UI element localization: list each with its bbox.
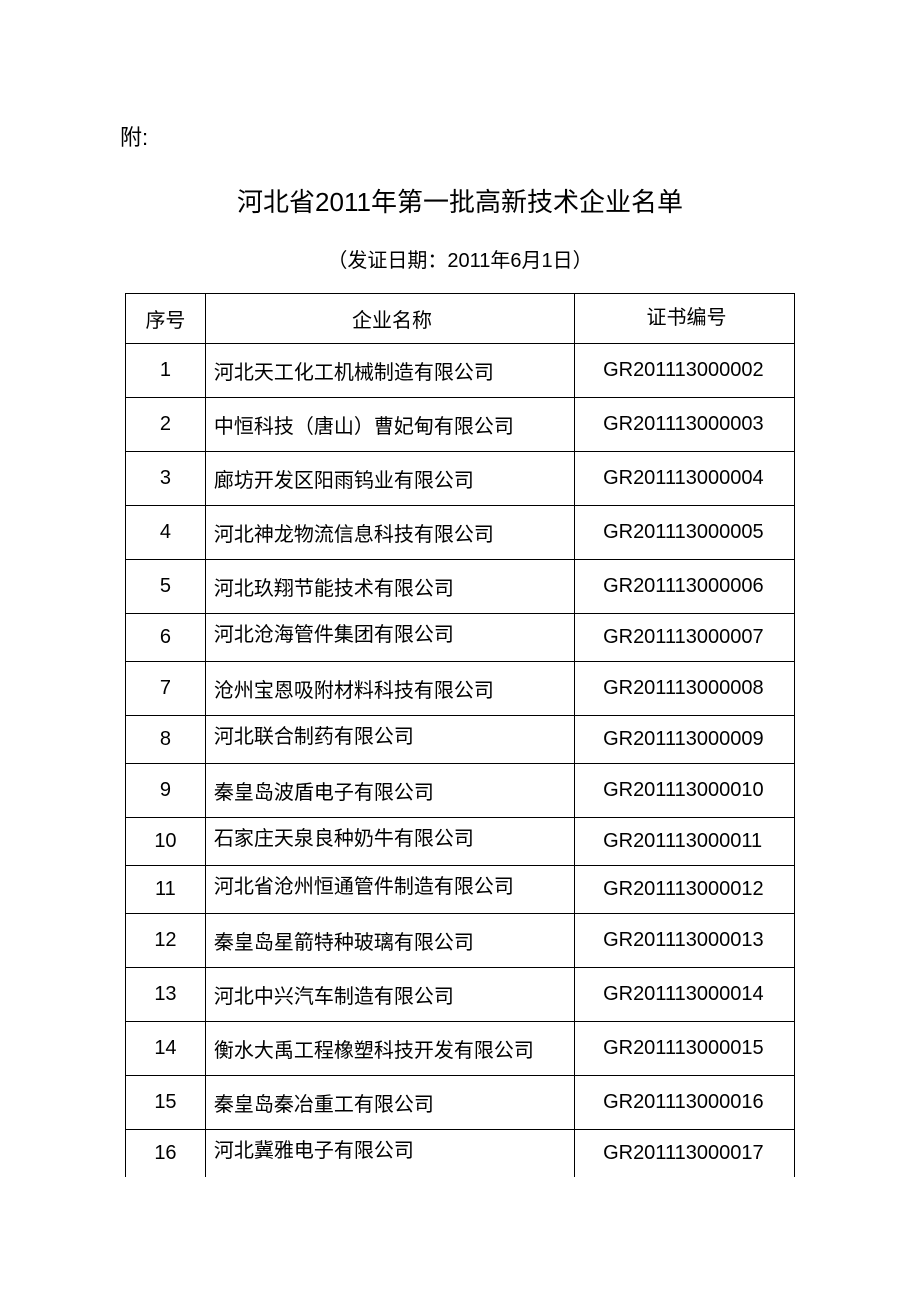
cell-number: 11 xyxy=(126,866,206,914)
cell-certificate: GR201113000005 xyxy=(575,506,795,560)
table-row: 2中恒科技（唐山）曹妃甸有限公司GR201113000003 xyxy=(126,398,795,452)
table-row: 11河北省沧州恒通管件制造有限公司GR201113000012 xyxy=(126,866,795,914)
cell-certificate: GR201113000007 xyxy=(575,614,795,662)
cell-company-name: 秦皇岛波盾电子有限公司 xyxy=(205,764,574,818)
cell-company-name: 河北沧海管件集团有限公司 xyxy=(205,614,574,662)
cell-certificate: GR201113000016 xyxy=(575,1076,795,1130)
cell-company-name: 河北中兴汽车制造有限公司 xyxy=(205,968,574,1022)
cell-certificate: GR201113000006 xyxy=(575,560,795,614)
cell-number: 6 xyxy=(126,614,206,662)
cell-number: 1 xyxy=(126,344,206,398)
cell-company-name: 衡水大禹工程橡塑科技开发有限公司 xyxy=(205,1022,574,1076)
cell-number: 16 xyxy=(126,1130,206,1178)
cell-number: 5 xyxy=(126,560,206,614)
cell-number: 9 xyxy=(126,764,206,818)
cell-company-name: 中恒科技（唐山）曹妃甸有限公司 xyxy=(205,398,574,452)
cell-number: 14 xyxy=(126,1022,206,1076)
cell-certificate: GR201113000014 xyxy=(575,968,795,1022)
cell-certificate: GR201113000017 xyxy=(575,1130,795,1178)
document-title: 河北省2011年第一批高新技术企业名单 xyxy=(100,182,820,219)
document-prefix: 附: xyxy=(100,120,820,152)
header-number: 序号 xyxy=(126,294,206,344)
table-row: 7沧州宝恩吸附材料科技有限公司GR201113000008 xyxy=(126,662,795,716)
table-row: 13河北中兴汽车制造有限公司GR201113000014 xyxy=(126,968,795,1022)
table-row: 6河北沧海管件集团有限公司GR201113000007 xyxy=(126,614,795,662)
cell-company-name: 河北冀雅电子有限公司 xyxy=(205,1130,574,1178)
cell-company-name: 秦皇岛星箭特种玻璃有限公司 xyxy=(205,914,574,968)
table-row: 12秦皇岛星箭特种玻璃有限公司GR201113000013 xyxy=(126,914,795,968)
cell-company-name: 河北神龙物流信息科技有限公司 xyxy=(205,506,574,560)
cell-certificate: GR201113000004 xyxy=(575,452,795,506)
cell-number: 7 xyxy=(126,662,206,716)
cell-certificate: GR201113000012 xyxy=(575,866,795,914)
cell-company-name: 河北联合制药有限公司 xyxy=(205,716,574,764)
cell-certificate: GR201113000013 xyxy=(575,914,795,968)
table-row: 4河北神龙物流信息科技有限公司GR201113000005 xyxy=(126,506,795,560)
cell-number: 15 xyxy=(126,1076,206,1130)
cell-company-name: 河北玖翔节能技术有限公司 xyxy=(205,560,574,614)
table-row: 3廊坊开发区阳雨钨业有限公司GR201113000004 xyxy=(126,452,795,506)
table-row: 9秦皇岛波盾电子有限公司GR201113000010 xyxy=(126,764,795,818)
header-company-name: 企业名称 xyxy=(205,294,574,344)
cell-number: 3 xyxy=(126,452,206,506)
cell-certificate: GR201113000009 xyxy=(575,716,795,764)
cell-certificate: GR201113000003 xyxy=(575,398,795,452)
header-certificate: 证书编号 xyxy=(575,294,795,344)
cell-company-name: 河北天工化工机械制造有限公司 xyxy=(205,344,574,398)
cell-number: 10 xyxy=(126,818,206,866)
table-row: 8河北联合制药有限公司GR201113000009 xyxy=(126,716,795,764)
cell-number: 2 xyxy=(126,398,206,452)
cell-company-name: 沧州宝恩吸附材料科技有限公司 xyxy=(205,662,574,716)
table-row: 16河北冀雅电子有限公司GR201113000017 xyxy=(126,1130,795,1178)
table-header-row: 序号 企业名称 证书编号 xyxy=(126,294,795,344)
cell-certificate: GR201113000010 xyxy=(575,764,795,818)
cell-certificate: GR201113000002 xyxy=(575,344,795,398)
table-row: 5河北玖翔节能技术有限公司GR201113000006 xyxy=(126,560,795,614)
cell-number: 8 xyxy=(126,716,206,764)
cell-certificate: GR201113000011 xyxy=(575,818,795,866)
table-row: 1河北天工化工机械制造有限公司GR201113000002 xyxy=(126,344,795,398)
cell-company-name: 石家庄天泉良种奶牛有限公司 xyxy=(205,818,574,866)
cell-company-name: 河北省沧州恒通管件制造有限公司 xyxy=(205,866,574,914)
table-row: 15秦皇岛秦冶重工有限公司GR201113000016 xyxy=(126,1076,795,1130)
cell-number: 12 xyxy=(126,914,206,968)
table-body: 1河北天工化工机械制造有限公司GR2011130000022中恒科技（唐山）曹妃… xyxy=(126,344,795,1178)
company-table: 序号 企业名称 证书编号 1河北天工化工机械制造有限公司GR2011130000… xyxy=(125,293,795,1177)
cell-number: 13 xyxy=(126,968,206,1022)
cell-company-name: 秦皇岛秦冶重工有限公司 xyxy=(205,1076,574,1130)
cell-company-name: 廊坊开发区阳雨钨业有限公司 xyxy=(205,452,574,506)
cell-certificate: GR201113000008 xyxy=(575,662,795,716)
cell-number: 4 xyxy=(126,506,206,560)
document-subtitle: （发证日期：2011年6月1日） xyxy=(100,244,820,273)
table-row: 10石家庄天泉良种奶牛有限公司GR201113000011 xyxy=(126,818,795,866)
cell-certificate: GR201113000015 xyxy=(575,1022,795,1076)
table-row: 14衡水大禹工程橡塑科技开发有限公司GR201113000015 xyxy=(126,1022,795,1076)
